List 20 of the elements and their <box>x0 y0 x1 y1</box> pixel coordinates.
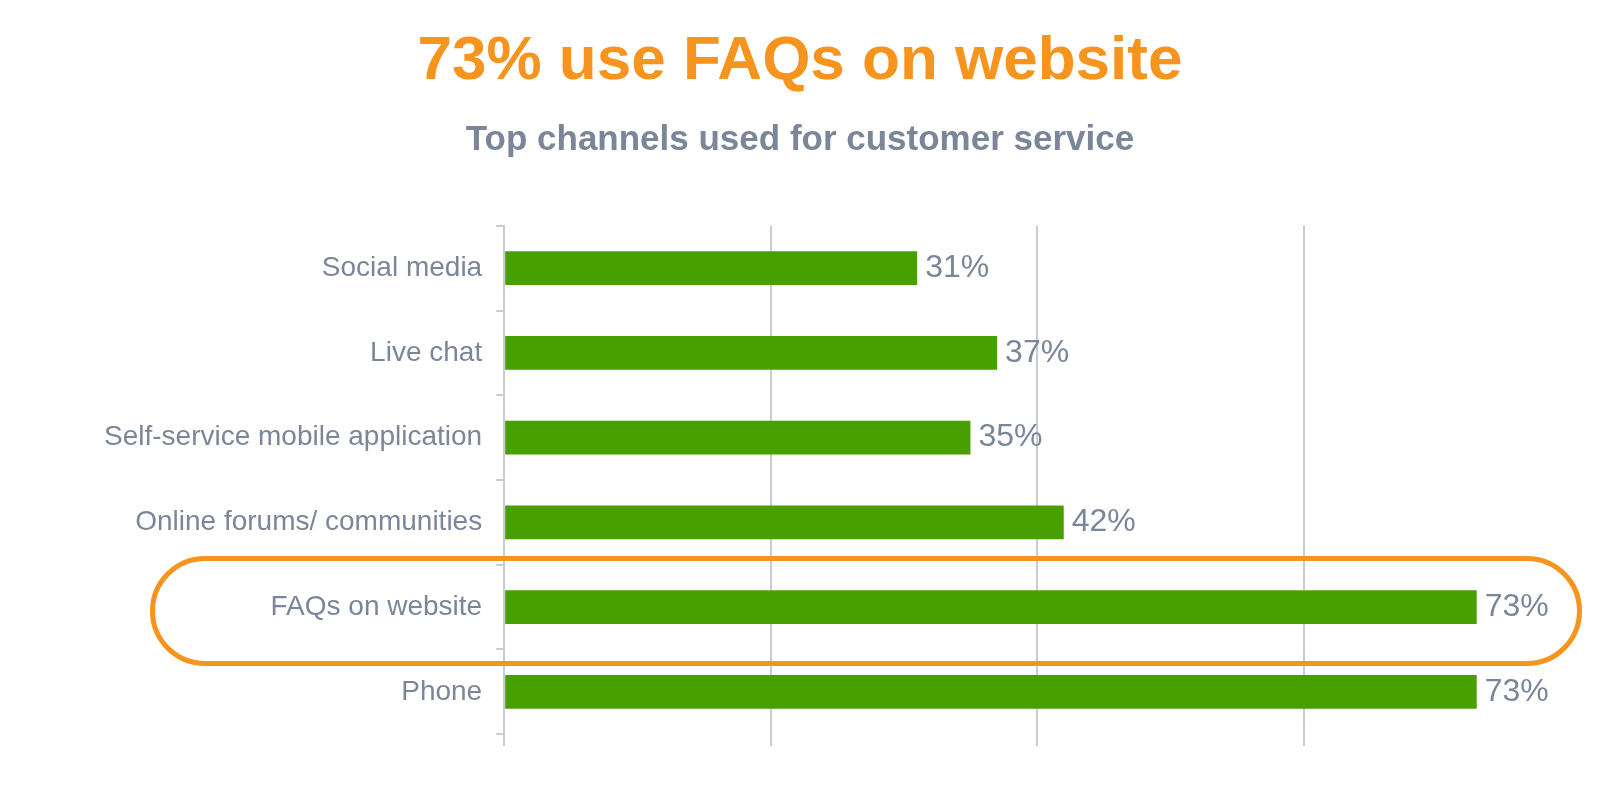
y-tick-label: Self-service mobile application <box>103 420 483 452</box>
data-label: 73% <box>1484 671 1549 708</box>
y-tick-label: Online forums/ communities <box>135 505 483 537</box>
y-tick-label: FAQs on website <box>270 589 483 621</box>
bar <box>505 505 1064 540</box>
chart-title: 73% use FAQs on website <box>416 22 1184 93</box>
y-tick-label: Social media <box>321 250 483 282</box>
bar <box>505 420 971 455</box>
bar <box>505 335 998 370</box>
bar <box>505 590 1477 625</box>
data-label: 42% <box>1071 502 1136 539</box>
y-tick-label: Phone <box>401 674 483 706</box>
data-label: 35% <box>978 417 1043 454</box>
data-label: 31% <box>925 247 990 284</box>
bar <box>505 251 918 286</box>
data-label: 37% <box>1005 332 1070 369</box>
data-label: 73% <box>1484 586 1549 623</box>
bar <box>505 674 1477 709</box>
chart-subtitle: Top channels used for customer service <box>464 118 1136 158</box>
y-tick-label: Live chat <box>370 335 483 367</box>
